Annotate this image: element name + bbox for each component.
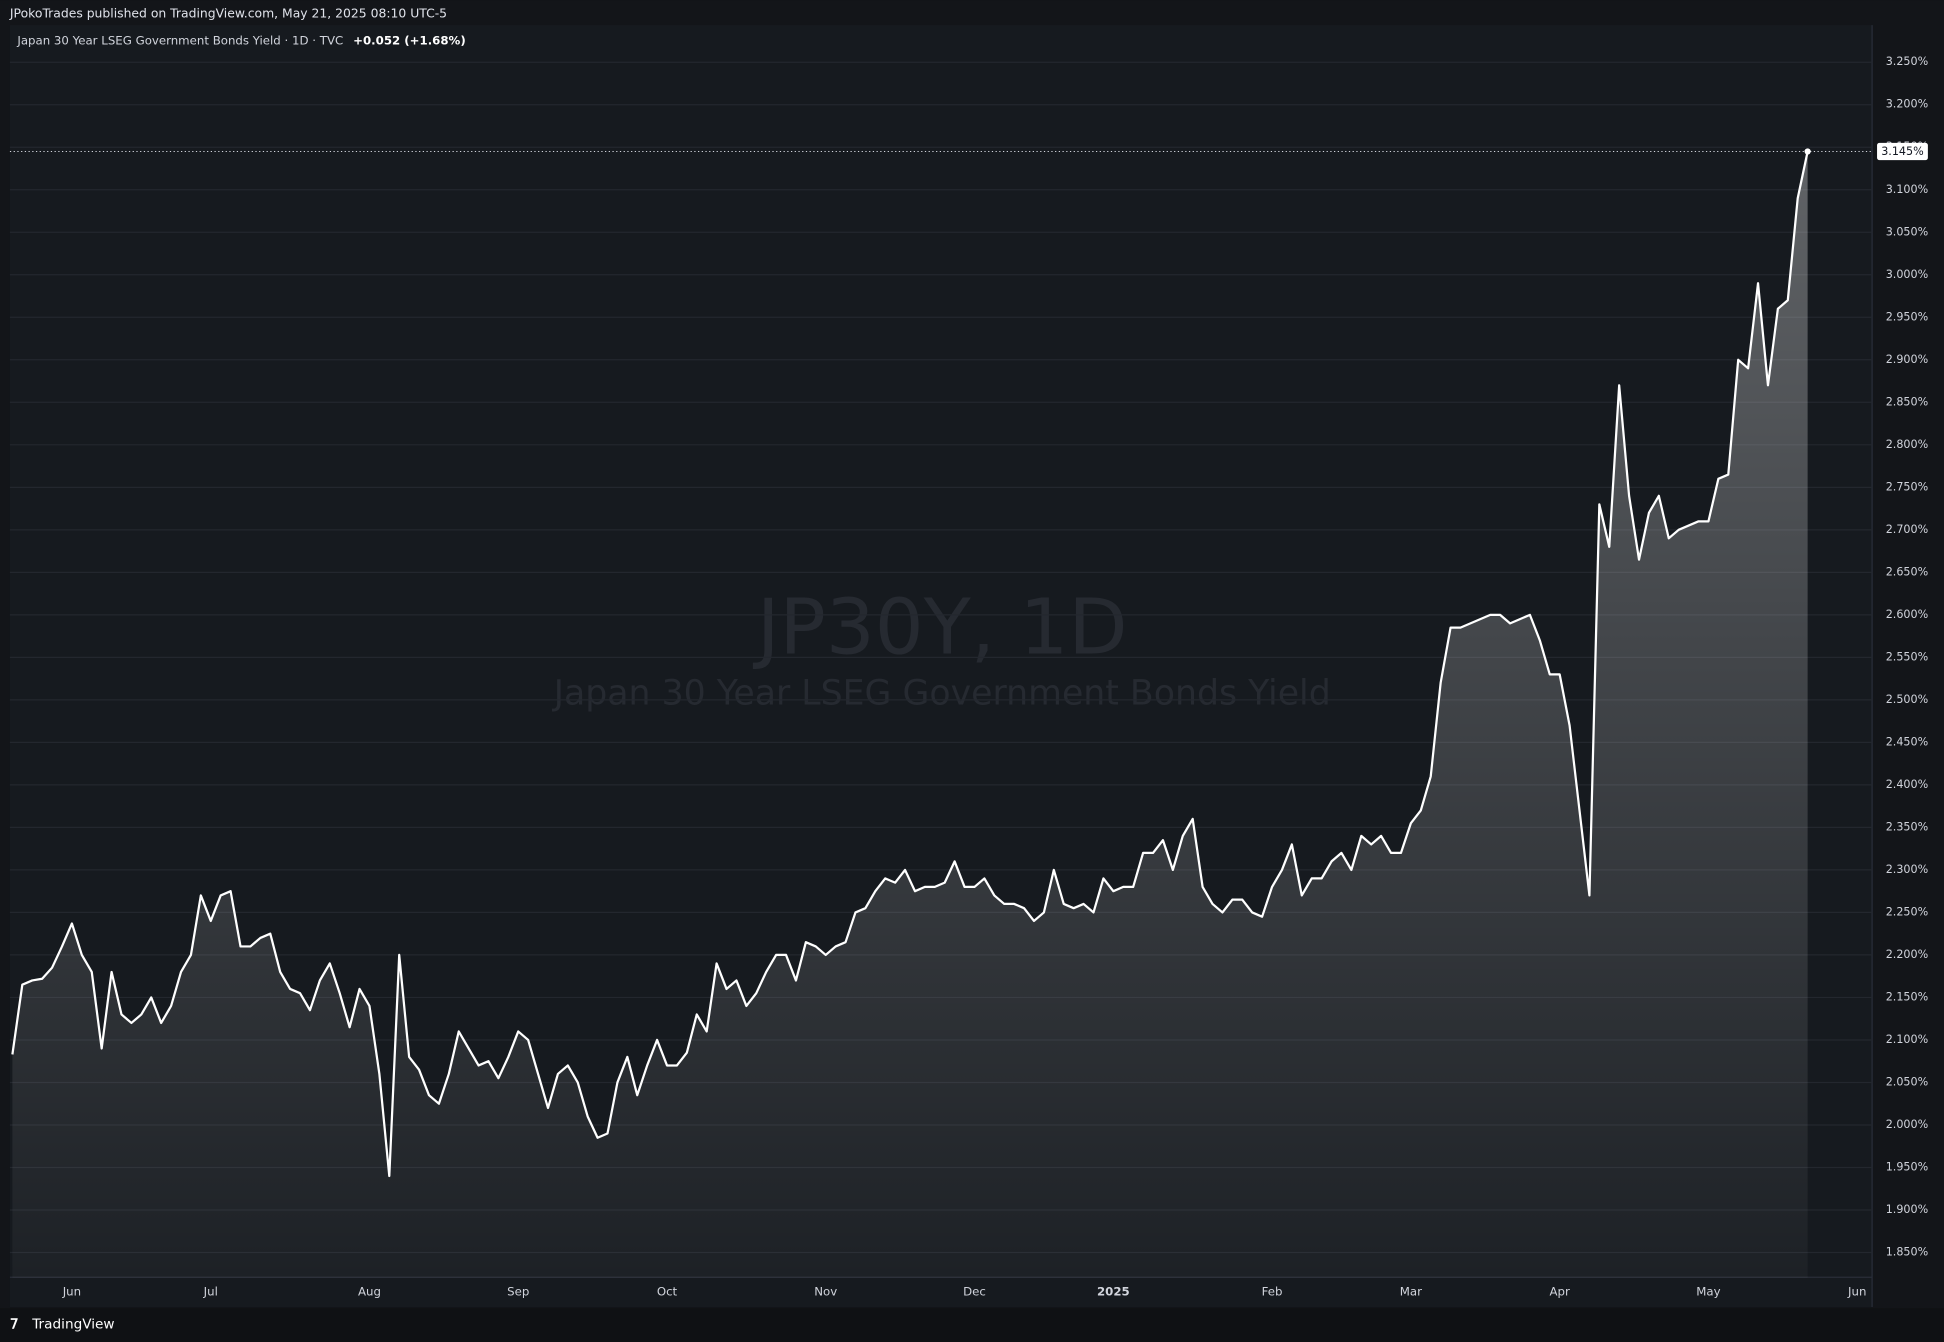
y-tick-label: 3.050% (1886, 225, 1928, 238)
y-tick-label: 2.600% (1886, 608, 1928, 621)
y-tick-label: 2.350% (1886, 820, 1928, 833)
footer-bar (0, 1308, 1944, 1342)
y-tick-label: 2.150% (1886, 990, 1928, 1003)
x-tick-label: Apr (1549, 1285, 1570, 1299)
x-tick-label: Sep (507, 1285, 529, 1299)
x-tick-label: Nov (814, 1285, 837, 1299)
x-tick-label: Mar (1400, 1285, 1422, 1299)
y-tick-label: 3.100% (1886, 183, 1928, 196)
x-tick-label: May (1696, 1285, 1720, 1299)
y-tick-label: 2.450% (1886, 735, 1928, 748)
y-tick-label: 2.650% (1886, 565, 1928, 578)
y-tick-label: 3.000% (1886, 268, 1928, 281)
y-tick-label: 2.700% (1886, 523, 1928, 536)
watermark-symbol: JP30Y, 1D (753, 584, 1128, 673)
y-tick-label: 2.500% (1886, 693, 1928, 706)
legend-title: Japan 30 Year LSEG Government Bonds Yiel… (16, 34, 343, 48)
legend-change: +0.052 (+1.68%) (353, 34, 466, 48)
last-point (1804, 148, 1811, 155)
y-tick-label: 3.250% (1886, 55, 1928, 68)
y-tick-label: 2.250% (1886, 905, 1928, 918)
x-tick-label: Jun (1847, 1285, 1866, 1299)
x-tick-label: Aug (358, 1285, 381, 1299)
y-tick-label: 2.200% (1886, 948, 1928, 961)
y-tick-label: 2.100% (1886, 1033, 1928, 1046)
x-tick-label: 2025 (1097, 1285, 1130, 1299)
x-tick-label: Oct (657, 1285, 678, 1299)
x-tick-label: Dec (963, 1285, 986, 1299)
price-tag (1877, 142, 1928, 161)
watermark-name: Japan 30 Year LSEG Government Bonds Yiel… (552, 674, 1331, 714)
y-tick-label: 2.550% (1886, 650, 1928, 663)
area-fill (12, 151, 1808, 1279)
y-tick-label: 2.400% (1886, 778, 1928, 791)
footer-brand: TradingView (31, 1316, 114, 1332)
y-tick-label: 1.950% (1886, 1160, 1928, 1173)
y-tick-label: 2.050% (1886, 1075, 1928, 1088)
y-tick-label: 2.950% (1886, 310, 1928, 323)
y-tick-label: 2.300% (1886, 863, 1928, 876)
plot: 1.850% 1.900% 1.950% 2.000% 2.050% 2.100% 2.15… (9, 55, 1928, 1299)
x-tick-label: Jul (203, 1285, 218, 1299)
header: JPokoTrades published on TradingView.com… (9, 5, 447, 20)
x-tick-label: Feb (1262, 1285, 1283, 1299)
y-tick-label: 1.850% (1886, 1245, 1928, 1258)
y-tick-label: 2.000% (1886, 1118, 1928, 1131)
y-tick-label: 3.200% (1886, 98, 1928, 111)
x-tick-label: Jun (62, 1285, 81, 1299)
footer-logo: 𝟩 TradingView (10, 1316, 115, 1332)
y-tick-label: 2.800% (1886, 438, 1928, 451)
y-tick-label: 2.900% (1886, 353, 1928, 366)
line (11, 151, 1809, 1178)
y-tick-label: 1.900% (1886, 1203, 1928, 1216)
y-tick-label: 2.750% (1886, 480, 1928, 493)
y-tick-label: 2.850% (1886, 395, 1928, 408)
price-tag-label: 3.145% (1881, 145, 1923, 158)
logo-icon: 𝟩 (10, 1316, 19, 1332)
